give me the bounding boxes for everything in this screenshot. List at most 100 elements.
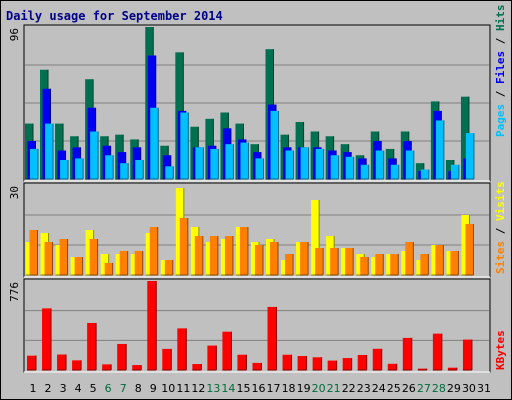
x-tick-label: 15 bbox=[236, 382, 250, 395]
y-max-label: 776 bbox=[8, 282, 21, 302]
legend-hits-files-pages-part: Pages bbox=[494, 104, 507, 137]
x-tick-label: 31 bbox=[477, 382, 491, 395]
x-tick-label: 8 bbox=[135, 382, 142, 395]
pages-bar bbox=[180, 112, 189, 179]
sites-bar bbox=[104, 263, 113, 275]
pages-bar bbox=[435, 120, 444, 179]
x-tick-label: 27 bbox=[417, 382, 431, 395]
sites-bar bbox=[360, 257, 369, 275]
legend-visits-sites: Sites / Visits bbox=[494, 181, 507, 274]
sites-bar bbox=[465, 224, 474, 275]
sites-bar bbox=[390, 254, 399, 275]
kbytes-bar bbox=[132, 365, 142, 370]
x-tick-label: 28 bbox=[432, 382, 446, 395]
legend-visits-sites-part: Sites bbox=[494, 241, 507, 274]
pages-bar bbox=[195, 147, 204, 179]
kbytes-bar bbox=[102, 364, 112, 370]
y-max-label: 30 bbox=[8, 186, 21, 199]
legend-hits-files-pages: Pages / Files / Hits bbox=[494, 5, 507, 138]
x-tick-label: 13 bbox=[206, 382, 220, 395]
kbytes-bar bbox=[432, 333, 442, 370]
pages-bar bbox=[420, 169, 429, 179]
x-tick-label: 10 bbox=[161, 382, 175, 395]
kbytes-bar bbox=[342, 358, 352, 370]
kbytes-bar bbox=[237, 354, 247, 370]
sites-bar bbox=[254, 245, 263, 275]
y-max-label: 96 bbox=[8, 28, 21, 41]
x-tick-label: 14 bbox=[221, 382, 235, 395]
x-tick-label: 12 bbox=[191, 382, 205, 395]
kbytes-bar bbox=[117, 343, 127, 370]
x-tick-label: 25 bbox=[387, 382, 401, 395]
kbytes-bar bbox=[252, 362, 262, 370]
x-tick-label: 20 bbox=[312, 382, 326, 395]
pages-bar bbox=[375, 150, 384, 179]
kbytes-bar bbox=[462, 339, 472, 370]
sites-bar bbox=[300, 242, 309, 275]
x-tick-label: 19 bbox=[297, 382, 311, 395]
kbytes-bar bbox=[177, 328, 187, 370]
x-tick-label: 24 bbox=[372, 382, 386, 395]
pages-bar bbox=[405, 150, 414, 179]
pages-bar bbox=[240, 142, 249, 179]
sites-bar bbox=[119, 251, 128, 275]
sites-bar bbox=[239, 227, 248, 275]
x-tick-label: 30 bbox=[462, 382, 476, 395]
legend-hits-files-pages-part: Files bbox=[494, 51, 507, 84]
kbytes-bar bbox=[222, 331, 232, 370]
sites-bar bbox=[89, 239, 98, 275]
pages-bar bbox=[450, 164, 459, 179]
x-tick-label: 3 bbox=[60, 382, 67, 395]
sites-bar bbox=[405, 242, 414, 275]
sites-bar bbox=[375, 254, 384, 275]
sites-bar bbox=[435, 245, 444, 275]
pages-bar bbox=[30, 148, 38, 179]
sites-bar bbox=[194, 236, 203, 275]
kbytes-bar bbox=[87, 322, 97, 370]
chart-title: Daily usage for September 2014 bbox=[6, 9, 223, 23]
kbytes-bar bbox=[72, 360, 82, 370]
sites-bar bbox=[29, 230, 38, 275]
x-tick-label: 17 bbox=[267, 382, 281, 395]
x-tick-label: 22 bbox=[342, 382, 356, 395]
panel-3-box bbox=[23, 278, 491, 373]
sites-bar bbox=[420, 254, 429, 275]
sites-bar bbox=[164, 260, 173, 275]
legend-hits-files-pages-part: / bbox=[494, 31, 507, 51]
pages-bar bbox=[90, 131, 99, 179]
kbytes-bar bbox=[162, 348, 172, 370]
x-tick-label: 21 bbox=[327, 382, 341, 395]
x-tick-label: 4 bbox=[75, 382, 82, 395]
x-tick-label: 11 bbox=[176, 382, 190, 395]
hits-bar bbox=[445, 160, 454, 179]
kbytes-bar bbox=[312, 357, 322, 370]
pages-bar bbox=[60, 160, 69, 179]
pages-bar bbox=[315, 148, 324, 179]
pages-bar bbox=[120, 163, 129, 179]
sites-bar bbox=[59, 239, 68, 275]
visits-bar bbox=[311, 200, 320, 275]
sites-bar bbox=[149, 227, 158, 275]
kbytes-bar bbox=[402, 337, 412, 370]
sites-bar bbox=[315, 248, 324, 275]
sites-bar bbox=[270, 242, 279, 275]
kbytes-bar bbox=[357, 354, 367, 370]
legend-visits-sites-part: Visits bbox=[494, 181, 507, 221]
pages-bar bbox=[45, 123, 54, 179]
sites-bar bbox=[345, 248, 354, 275]
legend-hits-files-pages-part: / bbox=[494, 84, 507, 104]
kbytes-bar bbox=[372, 348, 382, 370]
legend-hits-files-pages-part: Hits bbox=[494, 5, 507, 32]
hits-bar bbox=[460, 96, 469, 179]
pages-bar bbox=[465, 133, 474, 179]
sites-bar bbox=[74, 257, 83, 275]
pages-bar bbox=[390, 164, 399, 179]
pages-bar bbox=[345, 156, 354, 179]
x-tick-label: 2 bbox=[45, 382, 52, 395]
sites-bar bbox=[209, 236, 218, 275]
x-tick-label: 6 bbox=[105, 382, 112, 395]
kbytes-bar bbox=[387, 363, 397, 370]
sites-bar bbox=[224, 236, 233, 275]
pages-bar bbox=[285, 150, 294, 179]
